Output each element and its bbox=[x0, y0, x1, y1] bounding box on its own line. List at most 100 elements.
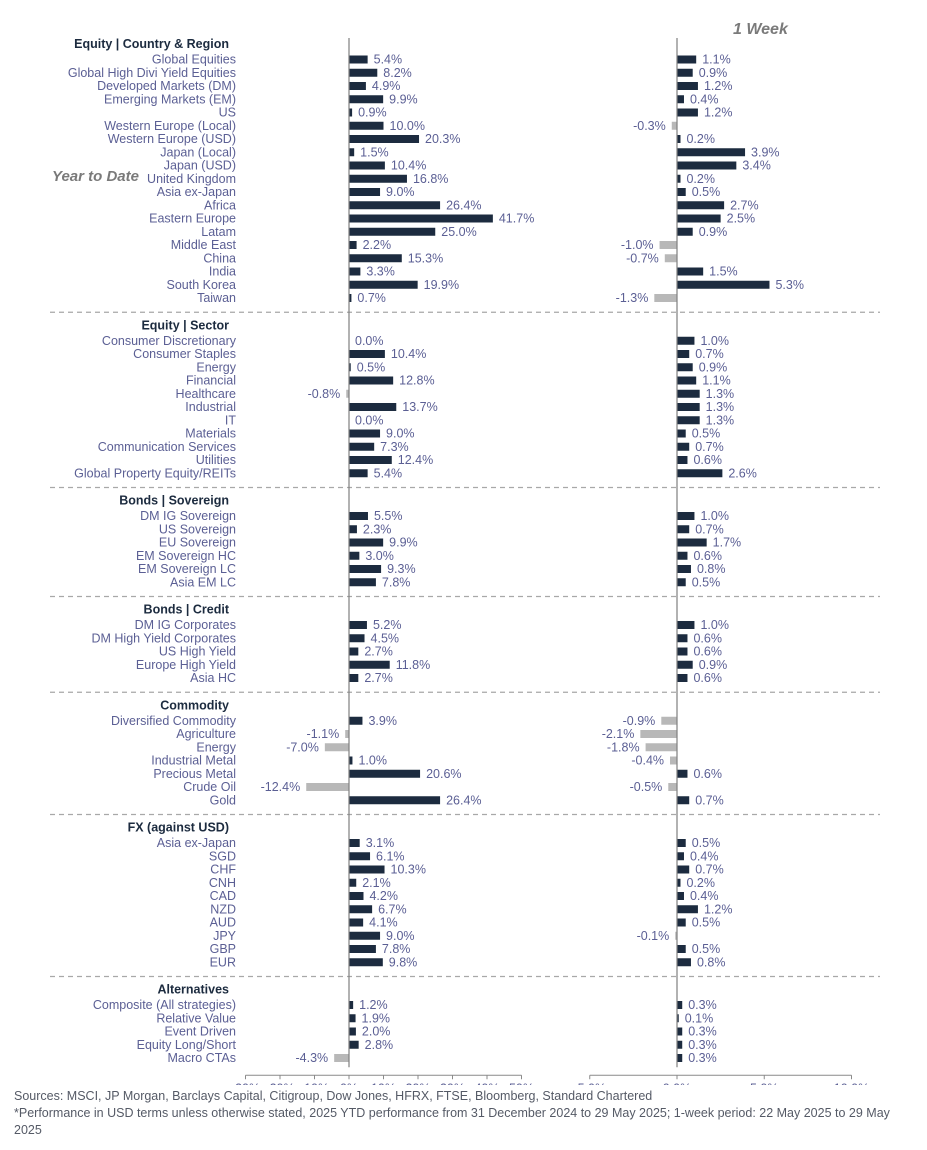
week-value-label: -1.3% bbox=[616, 291, 649, 305]
row-label: IT bbox=[225, 413, 236, 427]
ytd-value-label: -12.4% bbox=[261, 780, 301, 794]
week-value-label: -1.0% bbox=[621, 238, 654, 252]
week-bar bbox=[677, 201, 725, 210]
week-bar bbox=[677, 852, 684, 861]
ytd-value-label: 5.4% bbox=[374, 466, 403, 480]
week-bar bbox=[677, 945, 686, 953]
section-heading: Bonds | Sovereign bbox=[119, 494, 229, 508]
row-label: Europe High Yield bbox=[136, 658, 236, 672]
ytd-bar bbox=[349, 647, 359, 656]
ytd-bar bbox=[349, 135, 420, 143]
ytd-value-label: 12.8% bbox=[399, 374, 434, 388]
week-x-tick-label: 5.0% bbox=[750, 1081, 779, 1085]
row-label: Japan (USD) bbox=[164, 159, 236, 173]
week-bar bbox=[677, 68, 693, 77]
week-value-label: 1.1% bbox=[702, 374, 731, 388]
ytd-value-label: 13.7% bbox=[402, 400, 437, 414]
ytd-bar bbox=[349, 148, 355, 157]
row-label: DM High Yield Corporates bbox=[91, 631, 236, 645]
week-bar bbox=[677, 267, 704, 276]
row-label: EM Sovereign HC bbox=[136, 549, 236, 563]
row-label: Emerging Markets (EM) bbox=[104, 92, 236, 106]
ytd-bar bbox=[324, 743, 349, 752]
week-value-label: 0.5% bbox=[692, 942, 721, 956]
row-label: CAD bbox=[210, 889, 236, 903]
ytd-panel-title: Year to Date bbox=[52, 168, 139, 185]
week-value-label: 3.4% bbox=[742, 159, 771, 173]
ytd-bar bbox=[349, 674, 359, 682]
week-value-label: 0.9% bbox=[699, 658, 728, 672]
row-label: GBP bbox=[210, 942, 236, 956]
ytd-value-label: -0.8% bbox=[308, 387, 341, 401]
ytd-value-label: 25.0% bbox=[441, 225, 476, 239]
week-bar bbox=[677, 363, 693, 372]
ytd-bar bbox=[349, 839, 360, 847]
ytd-value-label: 0.9% bbox=[358, 106, 387, 120]
ytd-value-label: 0.0% bbox=[355, 413, 384, 427]
week-x-tick-label: 0.0% bbox=[663, 1081, 692, 1085]
ytd-x-tick-label: 20% bbox=[405, 1081, 430, 1085]
ytd-bar bbox=[349, 1001, 354, 1009]
ytd-x-tick-label: 50% bbox=[509, 1081, 534, 1085]
week-panel-title: 1 Week bbox=[733, 21, 789, 38]
ytd-bar bbox=[345, 730, 349, 738]
week-value-label: 0.5% bbox=[692, 575, 721, 589]
ytd-bar bbox=[306, 783, 349, 791]
week-value-label: 0.9% bbox=[699, 66, 728, 80]
week-value-label: 0.7% bbox=[695, 522, 724, 536]
week-bar bbox=[677, 148, 746, 157]
ytd-bar bbox=[349, 121, 384, 130]
ytd-bar bbox=[349, 254, 402, 263]
row-label: Consumer Discretionary bbox=[102, 334, 237, 348]
week-value-label: 0.4% bbox=[690, 849, 719, 863]
ytd-bar bbox=[349, 551, 360, 560]
ytd-value-label: -1.1% bbox=[307, 727, 340, 741]
row-label: US High Yield bbox=[159, 645, 236, 659]
week-value-label: 0.5% bbox=[692, 427, 721, 441]
week-value-label: 0.3% bbox=[688, 1025, 717, 1039]
row-label: Global Property Equity/REITs bbox=[74, 466, 236, 480]
row-label: Eastern Europe bbox=[149, 212, 236, 226]
week-value-label: -2.1% bbox=[602, 727, 635, 741]
ytd-value-label: 4.2% bbox=[369, 889, 398, 903]
week-value-label: 1.2% bbox=[704, 902, 733, 916]
week-bar bbox=[677, 621, 695, 629]
ytd-x-tick-label: -30% bbox=[231, 1081, 260, 1085]
week-bar bbox=[668, 783, 677, 791]
week-bar bbox=[677, 839, 686, 847]
week-bar bbox=[677, 905, 698, 914]
ytd-value-label: 4.1% bbox=[369, 916, 398, 930]
week-bar bbox=[677, 512, 695, 520]
ytd-value-label: 1.9% bbox=[362, 1011, 391, 1025]
ytd-value-label: 10.0% bbox=[390, 119, 425, 133]
ytd-bar bbox=[349, 660, 390, 669]
week-value-label: 0.1% bbox=[685, 1011, 714, 1025]
ytd-bar bbox=[349, 188, 381, 196]
row-label: US Sovereign bbox=[159, 522, 236, 536]
row-label: China bbox=[203, 251, 236, 265]
week-bar bbox=[677, 82, 698, 90]
row-label: Agriculture bbox=[176, 727, 236, 741]
ytd-bar bbox=[349, 280, 418, 289]
ytd-value-label: 6.7% bbox=[378, 902, 407, 916]
ytd-x-tick-label: 40% bbox=[474, 1081, 499, 1085]
week-bar bbox=[677, 403, 700, 411]
ytd-bar bbox=[349, 241, 357, 249]
ytd-value-label: 10.4% bbox=[391, 159, 426, 173]
week-bar bbox=[677, 429, 686, 438]
ytd-bar bbox=[349, 945, 376, 953]
ytd-bar bbox=[349, 1027, 356, 1036]
week-bar bbox=[677, 376, 697, 385]
ytd-bar bbox=[349, 892, 364, 900]
week-value-label: -0.3% bbox=[633, 119, 666, 133]
section-heading: Equity | Sector bbox=[141, 318, 229, 332]
week-bar bbox=[654, 294, 677, 302]
week-bar bbox=[645, 743, 677, 752]
row-label: Latam bbox=[201, 225, 236, 239]
ytd-bar bbox=[349, 1014, 356, 1023]
ytd-value-label: 10.3% bbox=[391, 863, 426, 877]
ytd-value-label: 9.9% bbox=[389, 92, 418, 106]
row-label: Composite (All strategies) bbox=[93, 998, 236, 1012]
week-bar bbox=[677, 188, 686, 196]
period-note: *Performance in USD terms unless otherwi… bbox=[14, 1106, 890, 1137]
